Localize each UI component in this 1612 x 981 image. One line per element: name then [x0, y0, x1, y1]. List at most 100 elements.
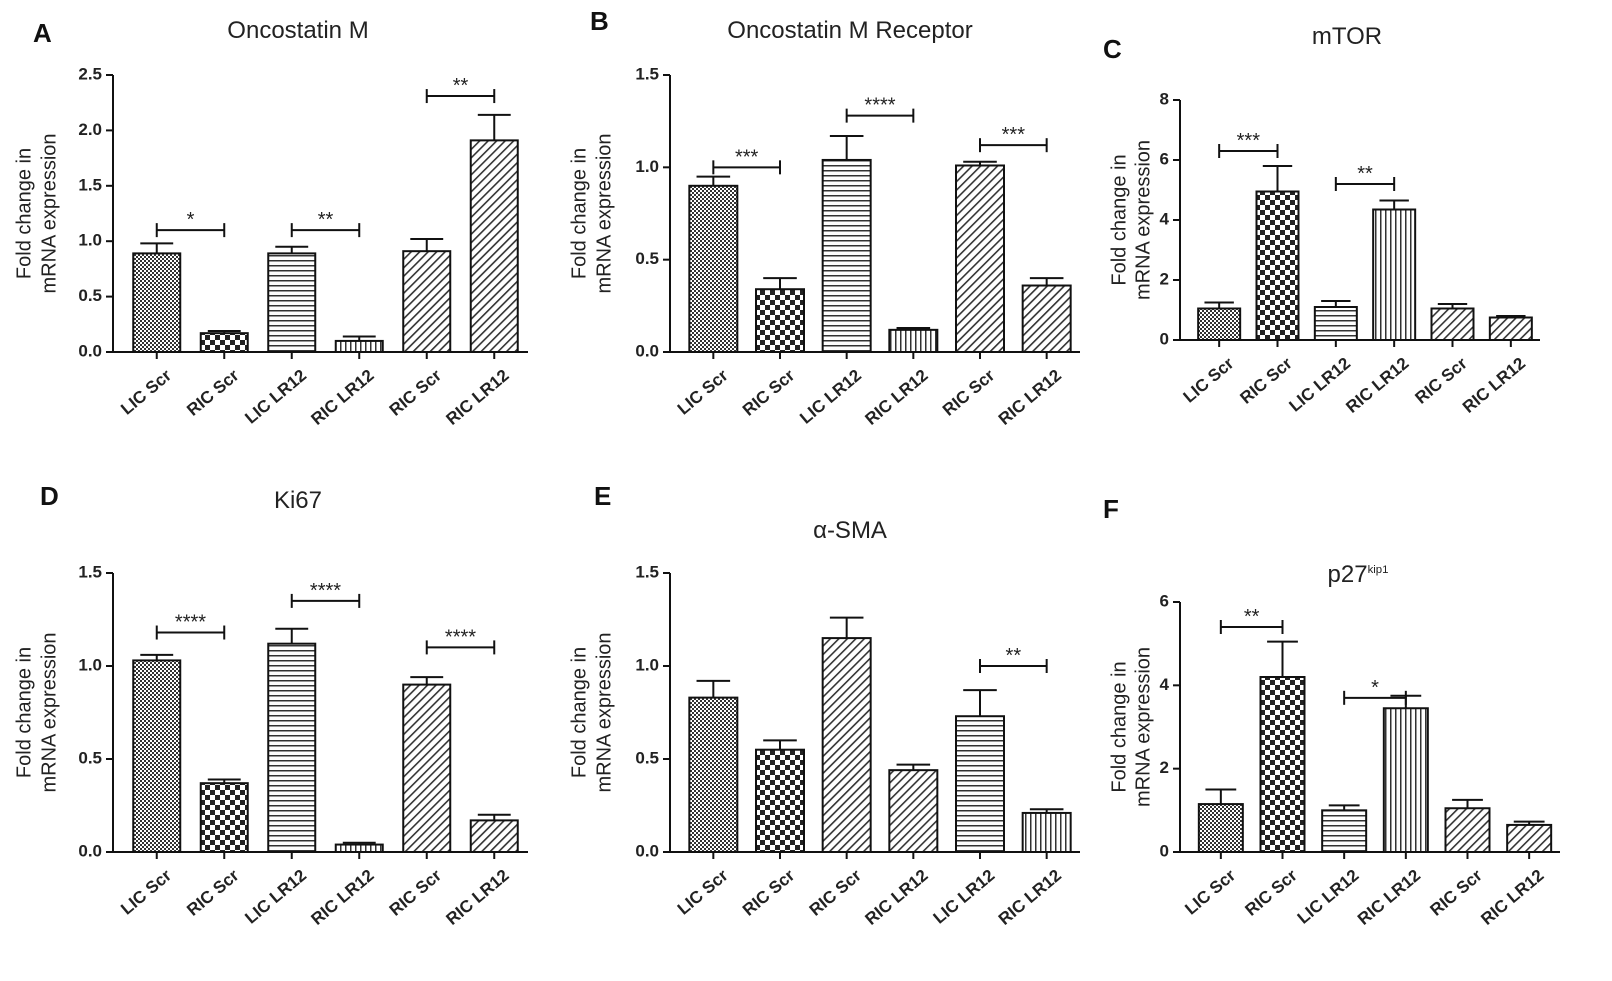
bar: [1021, 284, 1072, 353]
y-tick-label: 6: [1160, 149, 1169, 168]
x-tick-label: RIC LR12: [307, 366, 377, 429]
x-tick-label: LIC LR12: [1294, 866, 1363, 928]
x-tick-label: RIC Scr: [739, 865, 799, 919]
x-tick-label: LIC LR12: [241, 366, 310, 428]
bar: [199, 782, 249, 853]
x-tick-label: RIC Scr: [386, 365, 446, 419]
bar: [1321, 809, 1368, 853]
y-tick-label: 1.5: [78, 175, 102, 194]
bar: [1021, 811, 1072, 854]
y-axis-label: mRNA expression: [38, 632, 60, 792]
x-tick-label: RIC Scr: [183, 365, 243, 419]
bar: [469, 139, 519, 353]
y-tick-label: 4: [1160, 209, 1170, 228]
bar: [821, 637, 872, 853]
bar: [469, 819, 519, 854]
x-tick-label: LIC Scr: [674, 365, 732, 418]
panel-letter-c: C: [1103, 34, 1122, 64]
bar: [267, 642, 317, 853]
x-tick-label: RIC LR12: [1342, 354, 1412, 417]
x-tick-label: LIC LR12: [930, 866, 999, 928]
significance-stars: **: [1006, 645, 1022, 667]
x-tick-label: RIC LR12: [1459, 354, 1529, 417]
bar: [132, 659, 182, 853]
y-tick-label: 0.0: [78, 841, 102, 860]
chart-title: Ki67: [274, 487, 322, 514]
bar: [1259, 676, 1306, 853]
x-tick-label: RIC Scr: [739, 365, 799, 419]
x-tick-label: RIC LR12: [995, 866, 1065, 929]
y-axis-label: mRNA expression: [1132, 647, 1154, 807]
bar: [888, 328, 939, 353]
bar: [1197, 803, 1244, 853]
y-axis-label: mRNA expression: [1132, 140, 1154, 300]
significance-stars: ***: [1002, 124, 1026, 146]
y-tick-label: 1.0: [78, 231, 102, 250]
y-axis-label: Fold change in: [13, 148, 35, 279]
y-tick-label: 1.5: [78, 562, 102, 581]
bar: [132, 252, 182, 353]
panel-letter-d: D: [40, 481, 59, 511]
x-tick-label: RIC Scr: [806, 865, 866, 919]
y-tick-label: 1.0: [78, 655, 102, 674]
panel-letter-b: B: [590, 6, 609, 36]
y-axis-label: Fold change in: [1108, 661, 1130, 792]
significance-stars: **: [1244, 606, 1260, 628]
chart-title: p27kip1: [1328, 561, 1389, 588]
x-tick-label: RIC LR12: [307, 866, 377, 929]
x-tick-label: LIC Scr: [674, 865, 732, 918]
bar: [334, 843, 384, 853]
chart-mtor: mTOR Fold change in mRNA expression 0 2 4 6 8 LI…: [1108, 23, 1540, 417]
y-axis-label: Fold change in: [568, 148, 590, 279]
significance-stars: ***: [735, 146, 759, 168]
bar: [402, 683, 452, 853]
bar: [1382, 707, 1429, 853]
bar: [1488, 316, 1533, 341]
chart-title-superscript: kip1: [1368, 564, 1389, 576]
y-axis-label: mRNA expression: [38, 133, 60, 293]
significance-stars: ****: [864, 95, 895, 117]
y-tick-label: 2.0: [78, 120, 102, 139]
bar: [1444, 807, 1491, 853]
bar: [402, 250, 452, 353]
panel-letter-e: E: [594, 481, 611, 511]
chart-title: Oncostatin M: [227, 17, 368, 44]
significance-stars: **: [318, 209, 334, 231]
chart-p27-kip1: p27kip1 Fold change in mRNA expression 0 2 4 6…: [1108, 561, 1560, 929]
chart-oncostatin-m: Oncostatin M Fold change in mRNA expressio…: [13, 17, 528, 429]
x-tick-label: RIC LR12: [442, 366, 512, 429]
x-tick-label: RIC LR12: [862, 866, 932, 929]
y-tick-label: 1.5: [635, 64, 659, 83]
bar: [1506, 823, 1553, 854]
bar: [755, 748, 805, 854]
chart-title: mTOR: [1312, 23, 1382, 50]
bar: [1372, 208, 1417, 341]
bar: [755, 288, 805, 354]
bar: [1430, 307, 1475, 341]
x-tick-label: LIC LR12: [241, 866, 310, 928]
y-tick-label: 0.5: [78, 748, 102, 767]
y-axis-label: Fold change in: [1108, 154, 1130, 285]
y-tick-label: 0.5: [635, 249, 659, 268]
y-tick-label: 2: [1160, 758, 1169, 777]
x-tick-label: RIC LR12: [1354, 866, 1424, 929]
panel-letter-a: A: [33, 18, 52, 48]
significance-stars: **: [453, 75, 469, 97]
y-tick-label: 1.5: [635, 562, 659, 581]
x-tick-label: RIC LR12: [995, 366, 1065, 429]
bar: [821, 158, 872, 353]
y-tick-label: 0.0: [635, 841, 659, 860]
x-tick-label: LIC Scr: [117, 865, 175, 918]
x-tick-label: RIC LR12: [1477, 866, 1547, 929]
significance-stars: ****: [445, 626, 476, 648]
y-tick-label: 0.5: [635, 748, 659, 767]
x-tick-label: LIC LR12: [796, 366, 865, 428]
x-tick-label: RIC LR12: [862, 366, 932, 429]
y-tick-label: 1.0: [635, 655, 659, 674]
bar: [955, 715, 1005, 853]
bar: [1197, 307, 1242, 341]
y-tick-label: 0.0: [78, 341, 102, 360]
chart-alpha-sma: α-SMA Fold change in mRNA expression 0.0 0.5…: [568, 517, 1080, 929]
y-tick-label: 0: [1160, 329, 1169, 348]
